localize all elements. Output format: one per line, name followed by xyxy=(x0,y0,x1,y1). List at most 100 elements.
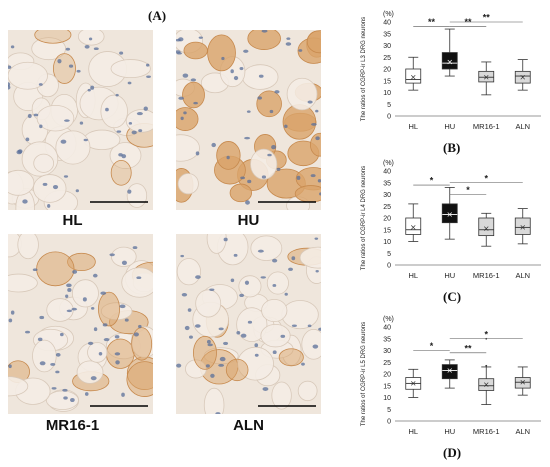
nucleus xyxy=(296,175,301,180)
nucleus xyxy=(205,364,210,368)
nucleus xyxy=(239,293,245,298)
nucleus xyxy=(245,200,250,205)
neuron-cell xyxy=(299,246,321,269)
nucleus xyxy=(301,362,305,366)
significance-label: ** xyxy=(428,17,436,27)
nucleus xyxy=(312,344,319,349)
neuron-cell xyxy=(45,390,79,410)
y-tick-label: 40 xyxy=(383,169,391,176)
nucleus xyxy=(127,81,132,85)
nucleus xyxy=(254,343,259,348)
neuron-cell xyxy=(125,109,153,133)
nucleus xyxy=(315,270,319,273)
nucleus xyxy=(62,388,68,392)
nucleus xyxy=(8,65,12,69)
nucleus xyxy=(223,237,228,242)
nucleus xyxy=(315,136,320,141)
nucleus xyxy=(39,124,43,129)
nucleus xyxy=(218,327,224,331)
nucleus xyxy=(284,292,288,296)
nucleus xyxy=(307,100,313,104)
nucleus xyxy=(240,176,245,180)
nucleus xyxy=(190,78,197,82)
y-tick-label: 20 xyxy=(383,216,391,223)
nucleus xyxy=(88,37,93,41)
nucleus xyxy=(247,179,252,184)
nucleus xyxy=(307,324,312,328)
micrograph-label-hl: HL xyxy=(62,212,83,229)
nucleus xyxy=(59,332,64,337)
nucleus xyxy=(239,66,244,71)
y-tick-label: 0 xyxy=(387,114,391,121)
neuron-cell xyxy=(266,271,289,295)
nucleus xyxy=(131,130,137,135)
y-tick-label: 20 xyxy=(383,372,391,379)
nucleus xyxy=(115,360,120,365)
nucleus xyxy=(243,49,249,53)
nucleus xyxy=(37,337,43,342)
nucleus xyxy=(105,107,109,112)
nucleus xyxy=(244,136,251,140)
nucleus xyxy=(291,324,297,327)
nucleus xyxy=(82,297,87,302)
y-tick-label: 5 xyxy=(387,251,391,258)
nucleus xyxy=(138,129,143,133)
nucleus xyxy=(115,93,119,97)
micrograph-mr16-1 xyxy=(8,234,153,414)
nucleus xyxy=(257,249,264,253)
neuron-cell xyxy=(110,59,151,79)
y-tick-label: 15 xyxy=(383,383,391,390)
y-tick-label: 40 xyxy=(383,325,391,332)
x-tick-label: HU xyxy=(444,122,455,131)
micrograph-hu xyxy=(176,30,321,210)
nucleus xyxy=(136,276,142,279)
nucleus xyxy=(66,283,72,288)
nucleus xyxy=(247,320,253,324)
nucleus xyxy=(319,192,321,196)
y-tick-label: 15 xyxy=(383,227,391,234)
nucleus xyxy=(66,309,73,313)
nucleus xyxy=(258,74,264,78)
nucleus xyxy=(8,82,11,87)
neuron-cell xyxy=(225,358,249,382)
neuron-cell xyxy=(203,387,225,414)
box-aln xyxy=(514,377,531,389)
nucleus xyxy=(219,356,226,362)
box-chart-b: (%) The ratios of CGRP-ir L3 DRG neurons 0… xyxy=(345,8,545,155)
nucleus xyxy=(207,343,213,347)
micrograph-image xyxy=(176,234,321,414)
neuron-cell xyxy=(131,327,153,361)
nucleus xyxy=(8,364,12,369)
neuron-cell xyxy=(121,267,153,298)
neuron-cell xyxy=(261,298,288,323)
unit-label: (%) xyxy=(383,11,394,18)
nucleus xyxy=(284,124,288,129)
nucleus xyxy=(180,116,184,121)
nucleus xyxy=(260,276,266,279)
nucleus xyxy=(68,64,74,68)
nucleus xyxy=(10,45,15,49)
nucleus xyxy=(114,352,121,356)
nucleus xyxy=(116,130,122,133)
neuron-cell xyxy=(256,90,282,118)
y-tick-label: 5 xyxy=(387,407,391,414)
nucleus xyxy=(39,315,45,320)
nucleus xyxy=(128,122,133,125)
nucleus xyxy=(262,387,269,391)
neuron-cell xyxy=(278,348,304,367)
nucleus xyxy=(90,376,97,381)
nucleus xyxy=(176,50,181,54)
nucleus xyxy=(211,142,216,148)
nucleus xyxy=(65,294,69,299)
nucleus xyxy=(79,121,84,125)
y-tick-label: 15 xyxy=(383,78,391,85)
box-mr16-1 xyxy=(478,217,495,237)
nucleus xyxy=(272,350,277,355)
neuron-cell xyxy=(297,380,318,402)
neuron-cell xyxy=(126,183,148,208)
neuron-cell xyxy=(207,34,236,72)
nucleus xyxy=(178,96,184,100)
panel-label: (C) xyxy=(443,289,462,304)
nucleus xyxy=(181,292,188,297)
nucleus xyxy=(318,327,321,331)
